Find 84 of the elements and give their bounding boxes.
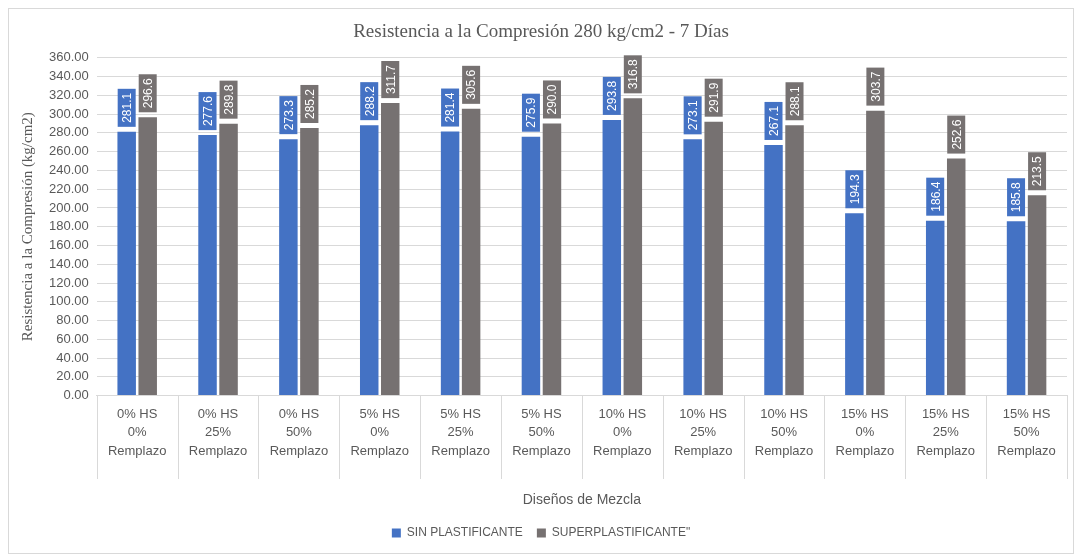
data-label: 213.5 [1030,155,1045,187]
data-label: 277.6 [200,95,215,127]
y-axis-title: Resistencia a la Compresión (kg/cm2) [18,112,36,342]
bar [219,123,238,396]
y-tick-label: 40.00 [56,349,89,365]
y-tick-label: 260.00 [49,143,89,159]
data-label: 288.1 [787,85,802,117]
bar [623,98,643,396]
bar [602,119,622,396]
legend-label: SUPERPLASTIFICANTE" [551,525,691,540]
y-tick-label: 320.00 [49,86,89,102]
y-tick-label: 300.00 [49,105,89,121]
y-tick-label: 120.00 [49,274,89,290]
bar [117,131,136,396]
bar [925,220,945,396]
y-tick-label: 240.00 [49,161,89,177]
data-label: 273.3 [281,99,296,131]
bar [946,158,966,396]
bar [845,213,864,396]
y-tick-label: 0.00 [63,387,89,403]
bar [785,125,804,396]
x-tick-label: 15% HS 25% Remplazo [916,406,975,458]
x-tick-label: 5% HS 0% Remplazo [350,406,410,458]
x-tick-label: 10% HS 25% Remplazo [673,406,733,458]
bar [300,127,319,396]
bar [1006,221,1026,396]
y-tick-label: 20.00 [56,368,89,384]
x-tick-label: 15% HS 50% Remplazo [997,406,1056,458]
bar [542,123,562,396]
bar [279,139,298,396]
y-tick-label: 200.00 [49,199,89,215]
x-tick-label: 10% HS 50% Remplazo [754,406,814,458]
bar [440,131,460,396]
data-label: 273.1 [685,99,700,131]
data-label: 303.7 [868,71,883,102]
data-label: 285.2 [302,88,317,119]
data-label: 186.4 [928,181,943,212]
x-tick-label: 5% HS 50% Remplazo [512,406,571,458]
data-label: 185.8 [1009,181,1024,213]
x-tick-label: 15% HS 0% Remplazo [835,406,895,458]
bar [461,108,481,396]
bar [683,139,702,396]
x-tick-label: 5% HS 25% Remplazo [431,406,490,458]
data-label: 267.1 [766,105,781,136]
bar [198,135,217,396]
bar [521,136,541,396]
y-tick-label: 280.00 [49,124,89,140]
y-tick-label: 180.00 [49,218,89,234]
data-label: 305.6 [464,69,479,100]
x-tick-label: 10% HS 0% Remplazo [593,406,652,458]
chart-title: Resistencia a la Compresión 280 kg/cm2 - 7 Días [353,20,729,42]
data-label: 311.7 [383,64,398,95]
bar [381,103,400,396]
y-tick-label: 220.00 [49,180,89,196]
data-label: 281.1 [119,92,134,123]
data-label: 252.6 [949,119,964,150]
data-label: 316.8 [626,58,641,90]
data-label: 281.4 [443,92,458,123]
bar [1027,195,1047,396]
y-tick-label: 160.00 [49,237,89,253]
x-axis-title: Diseños de Mezcla [522,491,642,508]
data-label: 290.0 [545,84,560,115]
data-label: 194.3 [847,173,862,205]
y-tick-label: 60.00 [56,330,89,346]
bar [359,125,379,396]
x-tick-label: 0% HS 25% Remplazo [188,406,248,458]
y-tick-label: 360.00 [49,49,89,65]
data-label: 288.2 [362,85,377,117]
bar [138,117,157,396]
x-tick-label: 0% HS 50% Remplazo [269,406,329,458]
y-tick-label: 100.00 [49,293,89,309]
y-tick-label: 340.00 [49,68,89,84]
bar [764,144,783,396]
data-label: 291.9 [706,82,721,113]
y-tick-label: 140.00 [49,255,89,271]
bar [704,121,723,396]
data-label: 275.9 [524,97,539,128]
data-label: 289.8 [221,84,236,115]
bar [866,110,885,396]
x-tick-label: 0% HS 0% Remplazo [107,406,167,458]
data-label: 296.6 [141,77,156,109]
legend-label: SIN PLASTIFICANTE [406,525,523,540]
y-tick-label: 80.00 [56,312,89,328]
data-label: 293.8 [605,80,620,111]
